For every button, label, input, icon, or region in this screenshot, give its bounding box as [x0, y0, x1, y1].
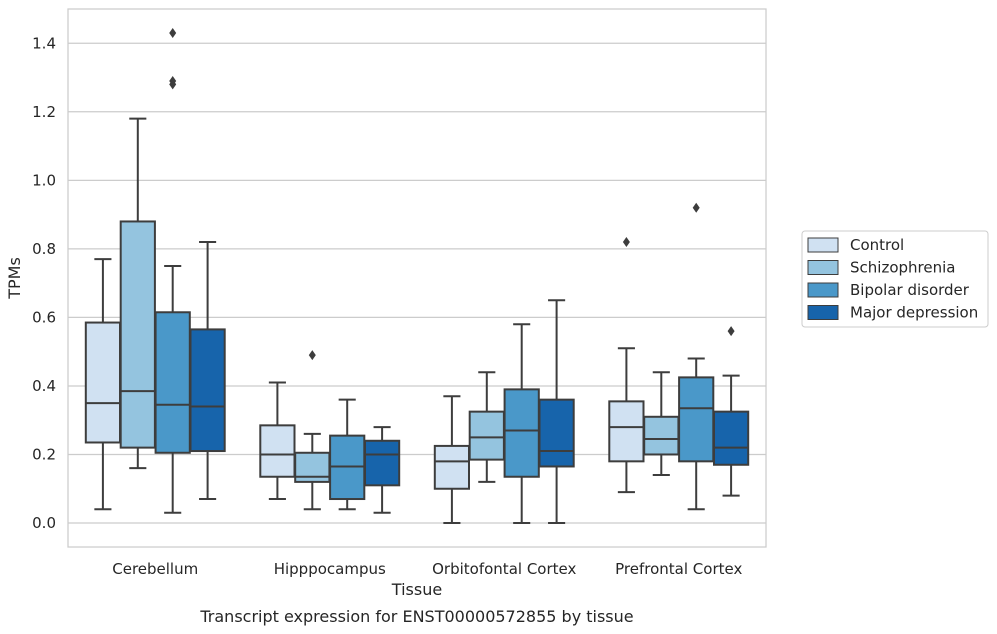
box-bipolar-disorder	[329, 398, 366, 511]
iqr-box	[363, 439, 401, 487]
outlier-point	[622, 237, 630, 248]
y-tick-label: 0.0	[32, 514, 56, 532]
legend-swatch	[807, 237, 839, 253]
box-control	[84, 258, 122, 511]
x-tick-label: Cerebellum	[112, 560, 198, 578]
iqr-box	[468, 410, 505, 461]
y-tick-label: 0.8	[32, 240, 56, 258]
iqr-box	[84, 321, 122, 444]
box-control	[608, 237, 645, 494]
y-axis-label: TPMs	[5, 257, 24, 300]
iqr-box	[678, 376, 715, 463]
box-major-depression	[189, 241, 226, 501]
box-major-depression	[712, 326, 750, 497]
iqr-box	[154, 311, 191, 454]
legend-swatch	[807, 282, 839, 298]
box-schizophrenia	[294, 350, 331, 511]
x-tick-label: Hipppocampus	[274, 560, 386, 578]
y-tick-label: 0.6	[32, 308, 56, 326]
legend-swatch	[807, 260, 839, 275]
y-tick-label: 1.4	[32, 34, 56, 52]
iqr-box	[433, 444, 471, 490]
box-control	[259, 381, 296, 501]
plot-boxes	[84, 27, 750, 525]
legend-label: Bipolar disorder	[850, 281, 970, 299]
outlier-point	[169, 79, 177, 90]
iqr-box	[643, 415, 680, 456]
x-tick-labels: Cerebellum Hipppocampus Orbitofontal Corte…	[112, 560, 742, 578]
iqr-box	[608, 400, 645, 463]
y-tick-labels: 0.0 0.2 0.4 0.6 0.8 1.0 1.2 1.4	[32, 34, 56, 532]
legend-swatch	[807, 305, 839, 320]
iqr-box	[503, 388, 540, 478]
x-axis-label: Tissue	[391, 580, 442, 599]
box-major-depression	[538, 299, 575, 525]
y-tick-label: 1.0	[32, 171, 56, 189]
outlier-point	[727, 326, 735, 337]
y-tick-label: 1.2	[32, 103, 56, 121]
box-schizophrenia	[119, 117, 156, 470]
outlier-point	[169, 27, 177, 38]
legend-frame	[801, 230, 989, 328]
box-bipolar-disorder	[503, 323, 540, 525]
y-tick-label: 0.4	[32, 377, 56, 395]
box-bipolar-disorder	[154, 265, 191, 514]
legend-label: Control	[850, 236, 904, 254]
plot-frame	[67, 8, 767, 548]
iqr-box	[189, 328, 226, 453]
legend: Control Schizophrenia Bipolar disorder Majo…	[801, 230, 989, 328]
legend-label: Schizophrenia	[850, 259, 955, 277]
box-schizophrenia	[468, 371, 505, 483]
outlier-point	[692, 202, 700, 213]
iqr-box	[712, 410, 750, 466]
iqr-box	[259, 424, 296, 478]
iqr-box	[119, 220, 156, 449]
x-tick-label: Orbitofontal Cortex	[432, 560, 576, 578]
box-control	[433, 395, 471, 525]
y-tick-label: 0.2	[32, 445, 56, 463]
box-schizophrenia	[643, 371, 680, 477]
legend-label: Major depression	[850, 304, 978, 322]
iqr-box	[538, 398, 575, 468]
x-tick-label: Prefrontal Cortex	[615, 560, 742, 578]
chart-caption: Transcript expression for ENST0000057285…	[199, 607, 633, 626]
box-major-depression	[363, 426, 401, 514]
outlier-point	[308, 350, 316, 361]
